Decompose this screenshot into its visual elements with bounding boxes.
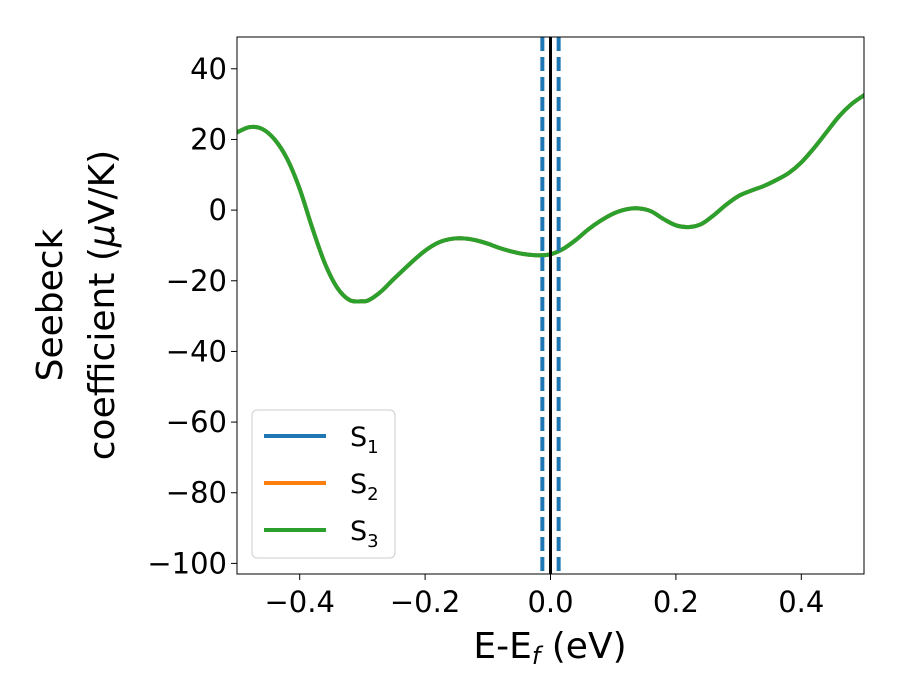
- legend: S1 S2 S3: [251, 409, 396, 559]
- x-axis-label-unit: (eV): [540, 626, 626, 667]
- x-tick-label: −0.4: [264, 585, 334, 619]
- y-axis-ticks: 40 20 0 −20 −40 −60 −80 −100: [147, 52, 237, 580]
- legend-label-S3: S3: [350, 516, 379, 552]
- y-tick-label: 0: [209, 193, 227, 227]
- x-tick-label: 0.0: [527, 585, 573, 619]
- y-axis-label-line2: coefficient (μV/K): [82, 150, 123, 460]
- y-axis-label: Seebeck coefficient (μV/K): [30, 150, 123, 460]
- y-tick-label: −100: [147, 546, 227, 580]
- y-tick-label: −60: [166, 405, 227, 439]
- x-tick-label: 0.4: [778, 585, 824, 619]
- y-tick-label: −20: [166, 264, 227, 298]
- x-tick-label: −0.2: [390, 585, 460, 619]
- y-tick-label: −80: [166, 476, 227, 510]
- y-tick-label: −40: [166, 334, 227, 368]
- y-tick-label: 20: [190, 122, 227, 156]
- y-tick-label: 40: [190, 52, 227, 86]
- vline-layer: [540, 37, 561, 574]
- x-axis-ticks: −0.4 −0.2 0.0 0.2 0.4: [264, 574, 824, 619]
- y-axis-label-line1: Seebeck: [30, 228, 71, 381]
- legend-label-S2: S2: [350, 469, 379, 505]
- legend-label-S1: S1: [350, 422, 379, 458]
- x-axis-label: E-Ef (eV): [473, 626, 626, 670]
- x-tick-label: 0.2: [653, 585, 699, 619]
